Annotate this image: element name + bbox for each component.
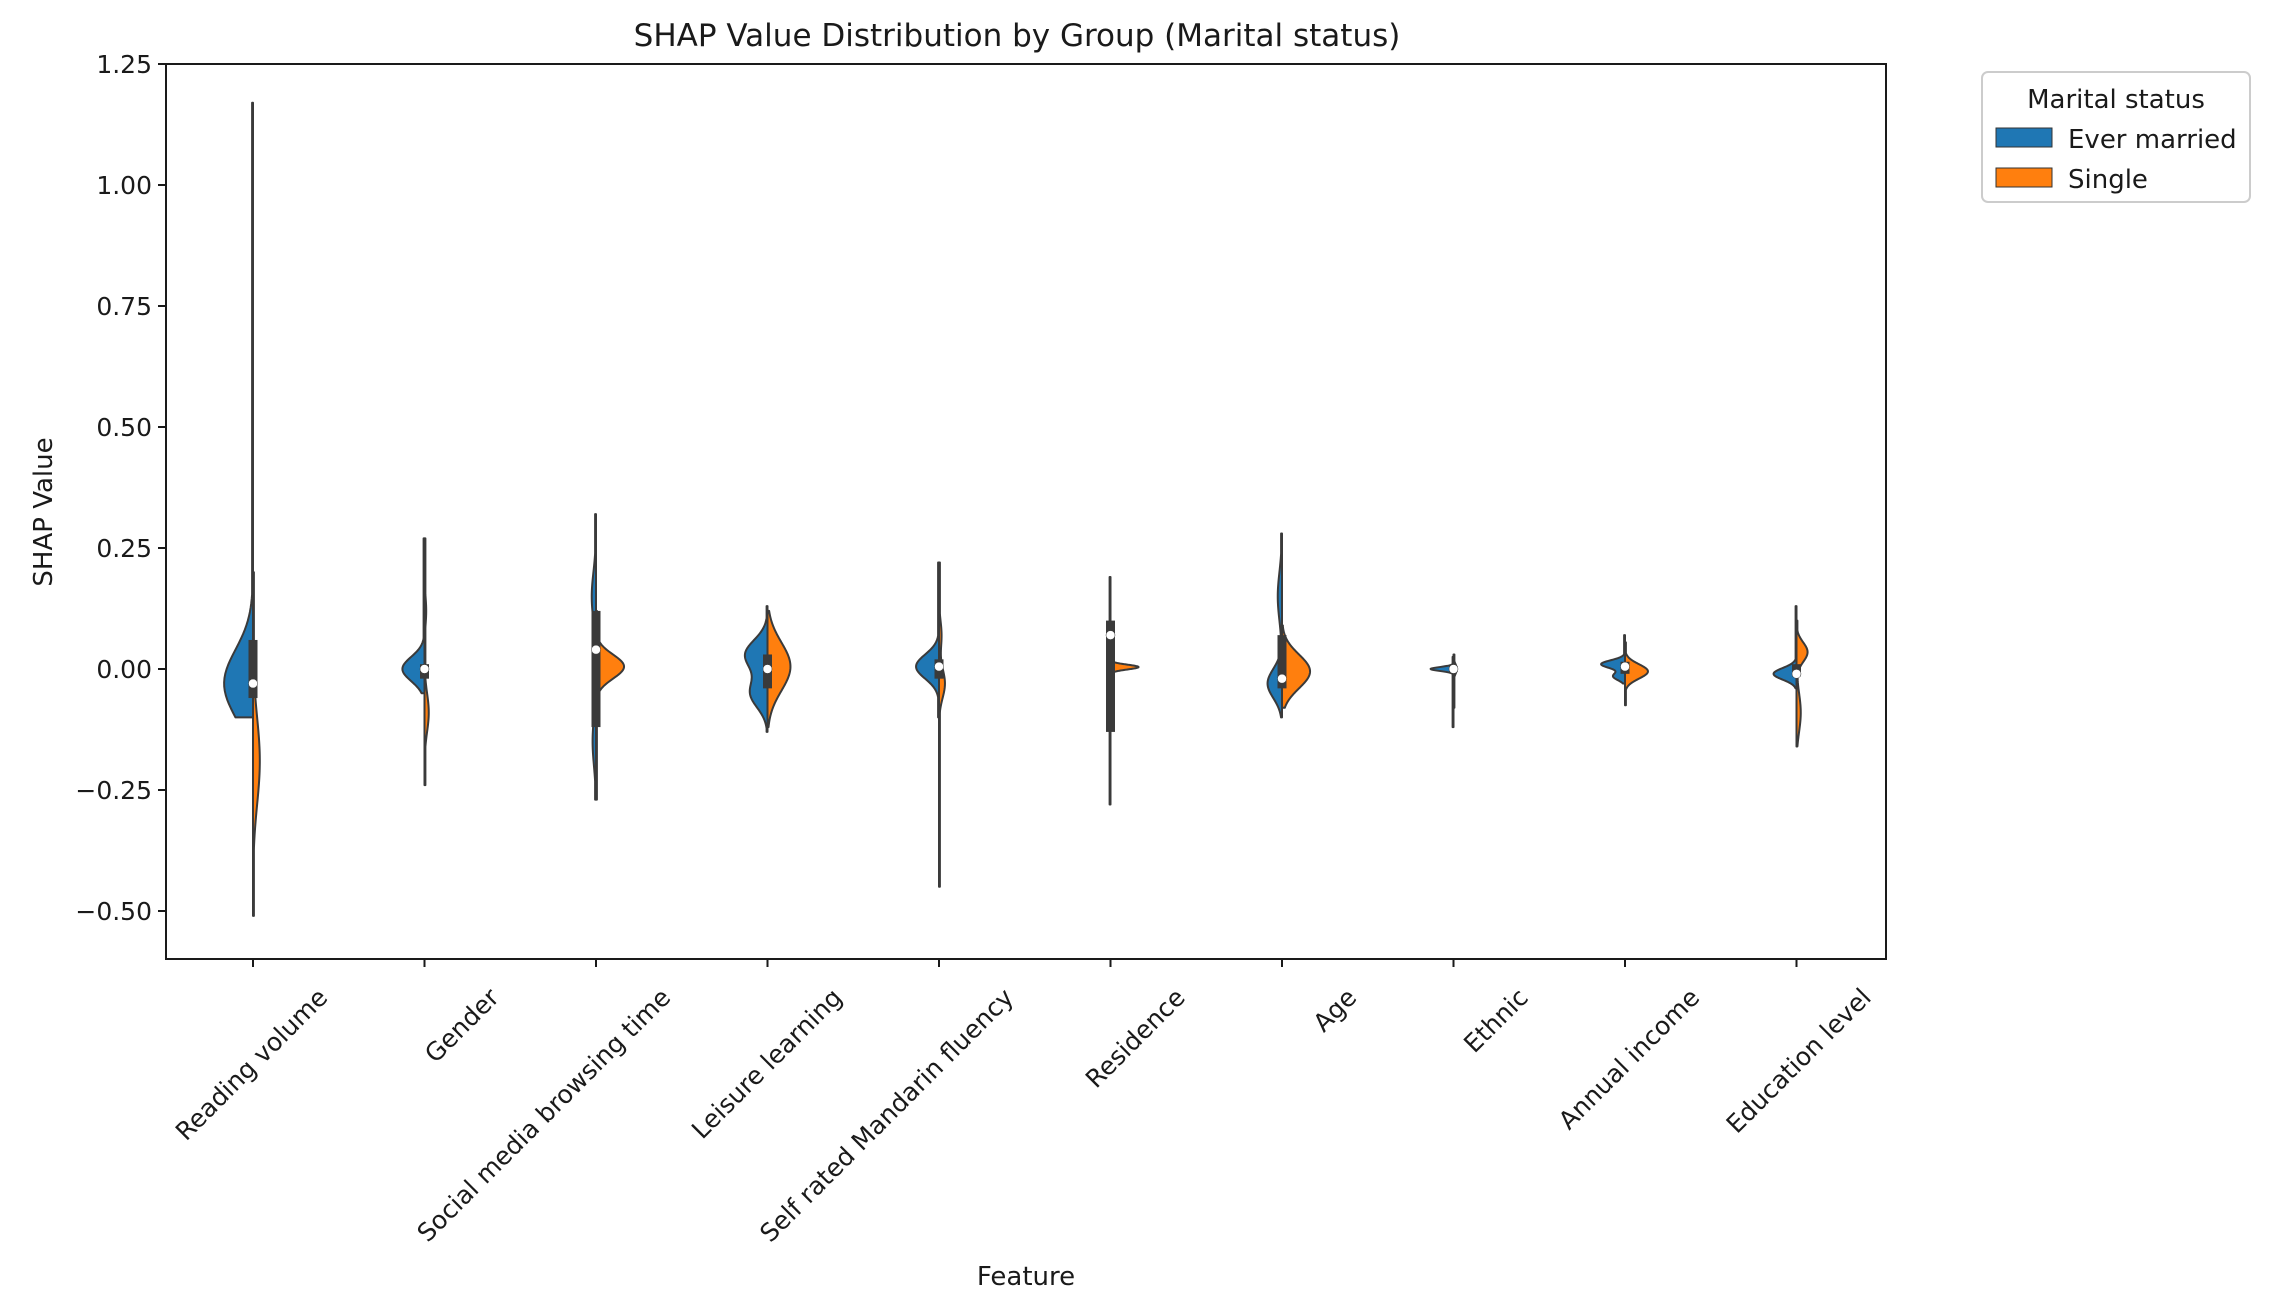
- y-axis-label: SHAP Value: [29, 437, 59, 586]
- y-tick-label: 0.00: [96, 655, 152, 684]
- legend-swatch-single: [1995, 167, 2053, 188]
- iqr-box: [248, 639, 258, 699]
- y-tick-label: 1.00: [96, 171, 152, 200]
- y-tick-label: 0.50: [96, 413, 152, 442]
- y-tick-label: 0.25: [96, 534, 152, 563]
- violin-half-single: [252, 571, 261, 917]
- median-marker: [419, 664, 430, 674]
- violin-group: [223, 101, 1809, 917]
- violin-half-ever-married: [743, 605, 769, 733]
- median-marker: [1620, 661, 1630, 672]
- y-axis: −0.50 −0.25 0.00 0.25 0.50 0.75 1.00 1.25: [75, 50, 166, 926]
- legend-label-ever-married: Ever married: [2068, 125, 2237, 155]
- legend: Marital status Ever married Single: [1981, 71, 2251, 203]
- iqr-box: [1277, 635, 1287, 689]
- plot-frame: [165, 63, 1887, 960]
- median-marker: [591, 644, 601, 655]
- median-marker: [1105, 630, 1116, 640]
- y-tick-label: 0.75: [96, 292, 152, 321]
- legend-label-single: Single: [2068, 165, 2148, 195]
- chart-title: SHAP Value Distribution by Group (Marita…: [634, 18, 1401, 54]
- median-marker: [1277, 673, 1287, 684]
- median-marker: [762, 664, 773, 674]
- iqr-box: [591, 610, 601, 728]
- median-marker: [248, 678, 258, 689]
- y-tick-label: −0.50: [75, 897, 152, 926]
- y-tick-label: −0.25: [75, 776, 152, 805]
- violin-half-single: [938, 561, 946, 888]
- violin-half-single: [423, 537, 430, 787]
- legend-title: Marital status: [2027, 85, 2205, 115]
- violin-half-single: [1795, 619, 1809, 748]
- iqr-box: [1106, 620, 1115, 732]
- y-tick-label: 1.25: [96, 50, 152, 79]
- median-marker: [934, 661, 944, 672]
- x-axis-label: Feature: [977, 1262, 1075, 1292]
- legend-swatch-ever-married: [1995, 127, 2053, 148]
- median-marker: [1448, 664, 1459, 674]
- violin-half-single: [1624, 641, 1649, 707]
- violin-half-single: [766, 609, 792, 729]
- median-marker: [1791, 669, 1802, 679]
